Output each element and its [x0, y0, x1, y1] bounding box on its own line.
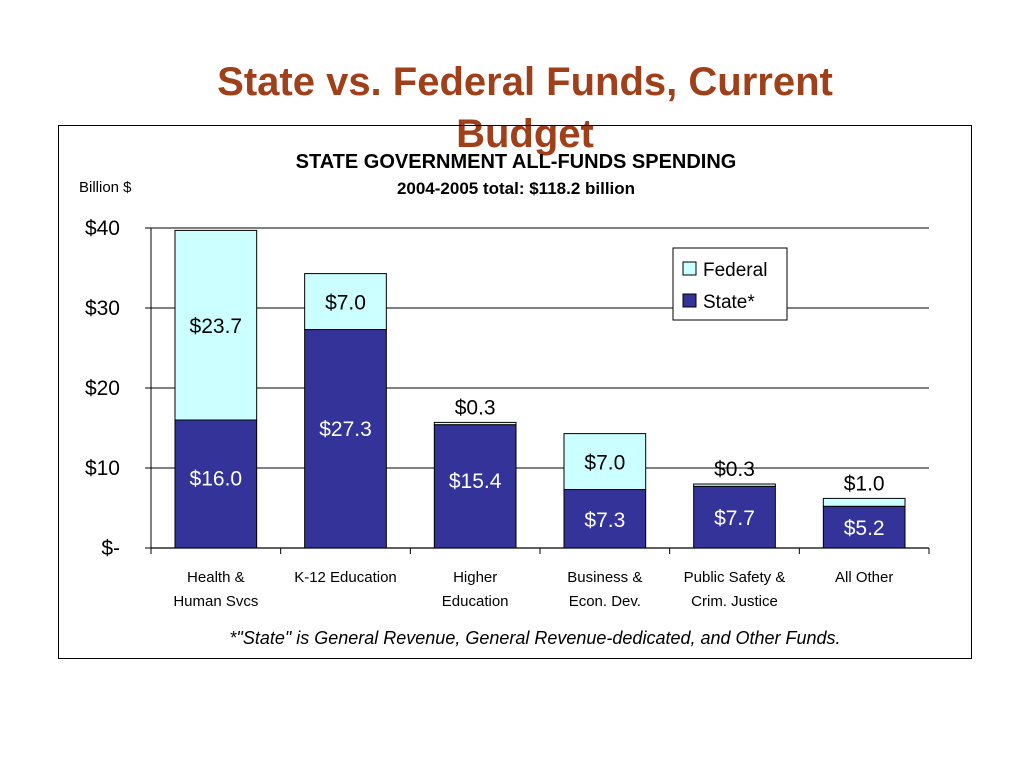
category-label: Health & — [187, 569, 245, 586]
data-label-federal: $7.0 — [584, 452, 625, 475]
bar-state — [304, 329, 387, 549]
data-label-state: $16.0 — [190, 468, 243, 491]
legend-box — [672, 247, 788, 321]
data-label-state: $7.3 — [584, 509, 625, 532]
legend-label-federal: Federal — [703, 260, 767, 281]
y-axis-label: Billion $ — [79, 179, 132, 196]
data-label-state: $7.7 — [714, 507, 755, 530]
chart: STATE GOVERNMENT ALL-FUNDS SPENDING 2004-… — [79, 151, 930, 648]
chart-frame: STATE GOVERNMENT ALL-FUNDS SPENDING 2004-… — [58, 125, 972, 659]
y-tick-label: $30 — [85, 297, 120, 320]
data-label-federal: $7.0 — [325, 292, 366, 315]
category-label: Econ. Dev. — [569, 593, 641, 610]
bar-state — [693, 485, 776, 549]
category-label: Higher — [453, 569, 497, 586]
data-label-federal: $1.0 — [844, 472, 885, 495]
bar-state — [174, 419, 258, 549]
data-label-state: $15.4 — [449, 470, 502, 493]
bar-federal — [174, 229, 258, 421]
data-label-federal: $0.3 — [455, 396, 496, 419]
bar-state — [563, 489, 647, 549]
chart-title: STATE GOVERNMENT ALL-FUNDS SPENDING — [296, 151, 737, 173]
bar-federal — [822, 497, 906, 507]
y-tick-label: $40 — [85, 217, 120, 240]
category-label: Crim. Justice — [691, 593, 778, 610]
bar-federal — [563, 433, 647, 491]
data-label-federal: $0.3 — [714, 458, 755, 481]
data-label-state: $27.3 — [319, 418, 372, 441]
category-label: Human Svcs — [173, 593, 258, 610]
category-label: Education — [442, 593, 509, 610]
y-tick-label: $- — [101, 537, 120, 560]
bar-federal — [304, 273, 387, 331]
category-label: Public Safety & — [684, 569, 786, 586]
y-tick-label: $10 — [85, 457, 120, 480]
category-label: K-12 Education — [294, 569, 397, 586]
bar-state — [822, 505, 906, 549]
chart-subtitle: 2004-2005 total: $118.2 billion — [397, 179, 635, 198]
bar-state — [433, 424, 517, 549]
legend-label-state: State* — [703, 292, 755, 313]
chart-footnote: *"State" is General Revenue, General Rev… — [229, 628, 840, 648]
category-label: Business & — [567, 569, 642, 586]
data-label-federal: $23.7 — [190, 315, 243, 338]
y-tick-label: $20 — [85, 377, 120, 400]
slide-title: State vs. Federal Funds, Current Budget — [217, 60, 833, 156]
data-label-state: $5.2 — [844, 517, 885, 540]
category-label: All Other — [835, 569, 893, 586]
legend-swatch-federal — [682, 261, 697, 276]
legend-swatch-state — [682, 293, 697, 308]
